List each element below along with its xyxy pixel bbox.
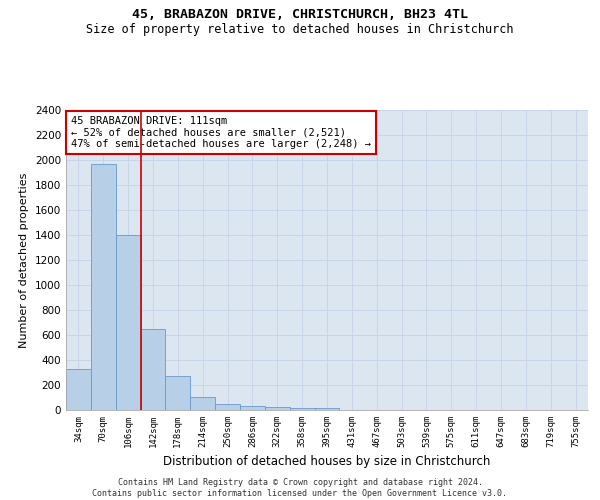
Bar xyxy=(265,407,290,410)
Bar xyxy=(240,406,265,410)
Bar xyxy=(190,397,215,410)
Text: 45 BRABAZON DRIVE: 111sqm
← 52% of detached houses are smaller (2,521)
47% of se: 45 BRABAZON DRIVE: 111sqm ← 52% of detac… xyxy=(71,116,371,149)
Bar xyxy=(116,235,140,410)
Bar xyxy=(314,408,340,410)
Bar xyxy=(166,376,190,410)
Text: Size of property relative to detached houses in Christchurch: Size of property relative to detached ho… xyxy=(86,22,514,36)
Bar xyxy=(66,370,91,410)
X-axis label: Distribution of detached houses by size in Christchurch: Distribution of detached houses by size … xyxy=(163,456,491,468)
Text: 45, BRABAZON DRIVE, CHRISTCHURCH, BH23 4TL: 45, BRABAZON DRIVE, CHRISTCHURCH, BH23 4… xyxy=(132,8,468,20)
Bar xyxy=(290,408,314,410)
Bar xyxy=(91,164,116,410)
Bar xyxy=(215,404,240,410)
Y-axis label: Number of detached properties: Number of detached properties xyxy=(19,172,29,348)
Text: Contains HM Land Registry data © Crown copyright and database right 2024.
Contai: Contains HM Land Registry data © Crown c… xyxy=(92,478,508,498)
Bar xyxy=(140,329,166,410)
